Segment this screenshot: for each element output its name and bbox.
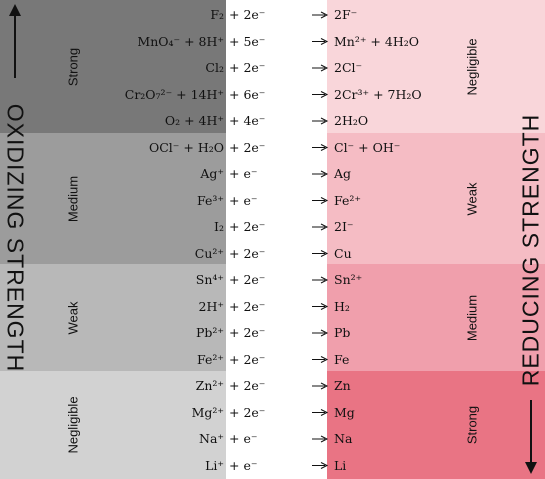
up-arrow-head <box>9 4 21 16</box>
reductant-group-label: Weak <box>464 182 480 215</box>
reductant: H₂ <box>334 298 350 314</box>
reaction-arrow-head <box>320 303 329 310</box>
reductant: Li <box>334 457 347 473</box>
reaction-arrow-head <box>320 250 329 257</box>
electrons: + 2e⁻ <box>229 325 266 340</box>
reaction-arrow-head <box>320 197 329 204</box>
reaction-arrow-head <box>320 409 329 416</box>
reaction-arrow-head <box>320 11 329 19</box>
reductant-band <box>327 133 545 264</box>
electrons: + e⁻ <box>229 192 258 208</box>
reaction-arrow-head <box>320 64 329 72</box>
electrons: + e⁻ <box>229 457 258 473</box>
oxidant-group-label: Medium <box>65 175 81 222</box>
electrons: + 2e⁻ <box>229 351 266 367</box>
reaction-arrow-head <box>320 38 329 45</box>
oxidant-band <box>0 264 226 371</box>
reductant-group-label: Negligible <box>464 37 480 96</box>
reductant-group-label: Medium <box>464 294 480 341</box>
oxidant: Cr₂O₇²⁻ + 14H⁺ <box>124 86 224 102</box>
reaction-arrow-head <box>320 117 329 125</box>
reductant: Pb <box>334 325 351 340</box>
reductant: Mn²⁺ + 4H₂O <box>334 33 419 49</box>
reductant-band <box>327 371 545 479</box>
reducing-title: REDUCING STRENGTH <box>517 113 544 387</box>
reaction-arrow-head <box>320 170 329 178</box>
reductant: Fe²⁺ <box>334 192 361 208</box>
reaction-arrow-head <box>320 356 329 363</box>
electrons: + 2e⁻ <box>229 139 266 155</box>
reductant-band <box>327 264 545 371</box>
electrons: + 2e⁻ <box>229 298 266 314</box>
reaction-arrow-head <box>320 462 329 469</box>
reaction-arrow-head <box>320 382 329 390</box>
reductant: 2Cl⁻ <box>334 60 363 75</box>
reductant: 2Cr³⁺ + 7H₂O <box>334 86 422 102</box>
oxidant: Fe²⁺ <box>197 351 224 367</box>
electrons: + 2e⁻ <box>229 7 266 22</box>
reductant: Ag <box>334 166 352 181</box>
reaction-arrow-head <box>320 276 329 284</box>
electrons: + 4e⁻ <box>229 113 266 128</box>
oxidant: 2H⁺ <box>198 298 224 314</box>
electrons: + 2e⁻ <box>229 219 266 234</box>
oxidant-group-label: Strong <box>65 47 81 86</box>
reaction-arrow-head <box>320 144 329 151</box>
oxidant: OCl⁻ + H₂O <box>149 139 224 155</box>
reductant: Zn <box>334 378 351 393</box>
electrons: + 2e⁻ <box>229 60 266 75</box>
reductant: 2F⁻ <box>334 7 358 22</box>
oxidant: Sn⁴⁺ <box>195 272 224 287</box>
reaction-arrow-head <box>320 329 329 337</box>
down-arrow-head <box>525 462 537 474</box>
reaction-arrow-head <box>320 91 329 98</box>
oxidant: Na⁺ <box>199 431 224 446</box>
oxidant-band <box>0 371 226 479</box>
electrons: + e⁻ <box>229 431 258 446</box>
electrons: + 2e⁻ <box>229 272 266 287</box>
reaction-arrow-head <box>320 435 329 443</box>
electrons: + 5e⁻ <box>229 33 266 49</box>
oxidant: Zn²⁺ <box>195 378 224 393</box>
oxidant: Pb²⁺ <box>195 325 224 340</box>
oxidant-band <box>0 0 226 133</box>
reductant: Mg <box>334 404 355 420</box>
oxidant: Fe³⁺ <box>197 192 224 208</box>
oxidant: Cl₂ <box>205 60 224 75</box>
reductant: Cu <box>334 245 352 261</box>
reductant: 2I⁻ <box>334 219 354 234</box>
electrons: + 6e⁻ <box>229 86 266 102</box>
oxidant: Mg²⁺ <box>191 404 224 420</box>
oxidant-group-label: Negligible <box>65 396 81 454</box>
reductant: 2H₂O <box>334 113 369 128</box>
electrons: + 2e⁻ <box>229 245 266 261</box>
oxidant: I₂ <box>214 219 224 234</box>
oxidant-band <box>0 133 226 264</box>
reductant-band <box>327 0 545 133</box>
reaction-arrow-head <box>320 223 329 231</box>
reductant: Fe <box>334 351 350 367</box>
reductant: Cl⁻ + OH⁻ <box>334 139 401 155</box>
reductant: Na <box>334 431 353 446</box>
reductant-group-label: Strong <box>464 405 480 445</box>
oxidant: Li⁺ <box>205 457 224 473</box>
oxidant: Cu²⁺ <box>194 245 224 261</box>
oxidant-group-label: Weak <box>65 301 81 334</box>
electrons: + 2e⁻ <box>229 404 266 420</box>
oxidant: O₂ + 4H⁺ <box>164 113 224 128</box>
oxidant: Ag⁺ <box>200 166 224 181</box>
oxidant: MnO₄⁻ + 8H⁺ <box>137 33 224 49</box>
oxidant: F₂ <box>210 7 224 22</box>
electrons: + 2e⁻ <box>229 378 266 393</box>
reductant: Sn²⁺ <box>334 272 363 287</box>
oxidizing-title: OXIDIZING STRENGTH <box>2 103 29 373</box>
electrons: + e⁻ <box>229 166 258 181</box>
